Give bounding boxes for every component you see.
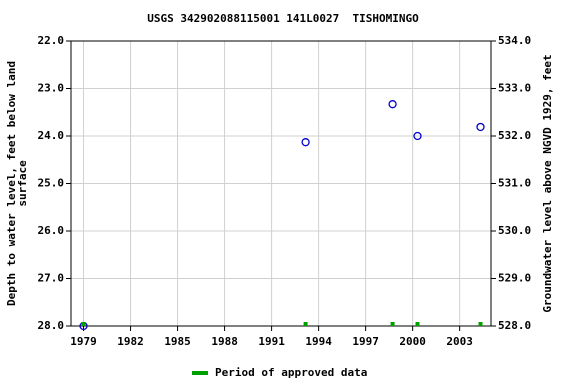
y-tick-label: 27.0 <box>38 272 65 285</box>
approved-marker <box>390 322 395 326</box>
y2-tick-label: 532.0 <box>498 129 531 142</box>
legend-label: Period of approved data <box>215 366 367 379</box>
y-tick-label: 26.0 <box>38 224 65 237</box>
y2-tick-label: 531.0 <box>498 177 531 190</box>
y-tick-label: 25.0 <box>38 177 65 190</box>
y2-tick-label: 534.0 <box>498 34 531 47</box>
y-tick-label: 22.0 <box>38 34 65 47</box>
approved-marker <box>478 322 483 326</box>
plot-frame <box>70 40 492 327</box>
x-tick-label: 1982 <box>117 335 144 348</box>
y2-tick-label: 529.0 <box>498 272 531 285</box>
y2-tick-label: 530.0 <box>498 224 531 237</box>
y2-tick-label: 528.0 <box>498 319 531 332</box>
y-tick-label: 24.0 <box>38 129 65 142</box>
data-point <box>388 100 397 109</box>
chart-title: USGS 342902088115001 141L0027 TISHOMINGO <box>147 12 419 25</box>
y-axis-label: surface <box>16 160 29 207</box>
x-tick-label: 1985 <box>164 335 191 348</box>
data-point <box>476 122 485 132</box>
x-tick-label: 1988 <box>211 335 238 348</box>
y-axis-label: Depth to water level, feet below land <box>5 61 18 306</box>
x-tick-label: 1997 <box>352 335 379 348</box>
y-tick-label: 28.0 <box>38 319 65 332</box>
approved-marker <box>81 322 86 326</box>
x-tick-label: 1991 <box>258 335 285 348</box>
y2-axis-label: Groundwater level above NGVD 1929, feet <box>541 54 554 312</box>
x-tick-label: 2003 <box>446 335 473 348</box>
x-tick-label: 1979 <box>70 335 97 348</box>
x-tick-label: 2000 <box>399 335 426 348</box>
data-point <box>301 138 310 147</box>
y2-tick-label: 533.0 <box>498 82 531 95</box>
y-tick-label: 23.0 <box>38 82 65 95</box>
approved-marker <box>415 322 420 326</box>
approved-marker <box>303 322 308 326</box>
x-tick-label: 1994 <box>305 335 332 348</box>
data-point <box>413 131 422 141</box>
